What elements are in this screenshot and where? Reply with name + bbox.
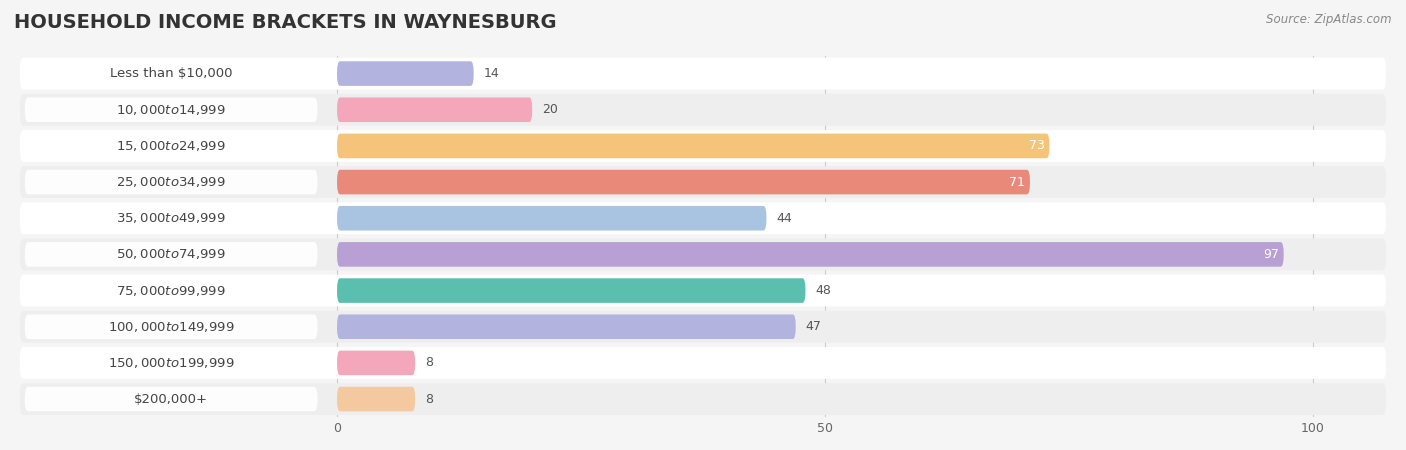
FancyBboxPatch shape [337,351,415,375]
Text: $75,000 to $99,999: $75,000 to $99,999 [117,284,226,297]
Text: 44: 44 [776,212,792,225]
FancyBboxPatch shape [20,94,1386,126]
Text: $10,000 to $14,999: $10,000 to $14,999 [117,103,226,117]
Text: HOUSEHOLD INCOME BRACKETS IN WAYNESBURG: HOUSEHOLD INCOME BRACKETS IN WAYNESBURG [14,14,557,32]
Text: 8: 8 [425,392,433,405]
Text: $35,000 to $49,999: $35,000 to $49,999 [117,211,226,225]
Text: $50,000 to $74,999: $50,000 to $74,999 [117,248,226,261]
FancyBboxPatch shape [25,242,318,267]
FancyBboxPatch shape [25,315,318,339]
FancyBboxPatch shape [337,134,1049,158]
FancyBboxPatch shape [337,242,1284,267]
FancyBboxPatch shape [25,351,318,375]
FancyBboxPatch shape [25,134,318,158]
FancyBboxPatch shape [25,61,318,86]
FancyBboxPatch shape [337,206,766,230]
FancyBboxPatch shape [25,278,318,303]
Text: $100,000 to $149,999: $100,000 to $149,999 [108,320,235,334]
FancyBboxPatch shape [20,238,1386,270]
Text: Less than $10,000: Less than $10,000 [110,67,232,80]
Text: 47: 47 [806,320,821,333]
Text: 73: 73 [1029,140,1045,153]
FancyBboxPatch shape [25,206,318,230]
FancyBboxPatch shape [337,387,415,411]
FancyBboxPatch shape [337,98,533,122]
FancyBboxPatch shape [20,347,1386,379]
FancyBboxPatch shape [25,387,318,411]
Text: 48: 48 [815,284,831,297]
FancyBboxPatch shape [25,98,318,122]
Text: Source: ZipAtlas.com: Source: ZipAtlas.com [1267,14,1392,27]
Text: 97: 97 [1263,248,1279,261]
Text: $15,000 to $24,999: $15,000 to $24,999 [117,139,226,153]
FancyBboxPatch shape [20,130,1386,162]
Text: 20: 20 [541,103,558,116]
FancyBboxPatch shape [20,274,1386,306]
FancyBboxPatch shape [337,170,1031,194]
Text: $200,000+: $200,000+ [134,392,208,405]
FancyBboxPatch shape [337,278,806,303]
FancyBboxPatch shape [20,58,1386,90]
FancyBboxPatch shape [337,61,474,86]
FancyBboxPatch shape [20,383,1386,415]
FancyBboxPatch shape [20,202,1386,234]
Text: 8: 8 [425,356,433,369]
Text: $150,000 to $199,999: $150,000 to $199,999 [108,356,235,370]
Text: $25,000 to $34,999: $25,000 to $34,999 [117,175,226,189]
Text: 14: 14 [484,67,499,80]
Text: 71: 71 [1010,176,1025,189]
FancyBboxPatch shape [20,166,1386,198]
FancyBboxPatch shape [337,315,796,339]
FancyBboxPatch shape [25,170,318,194]
FancyBboxPatch shape [20,311,1386,342]
